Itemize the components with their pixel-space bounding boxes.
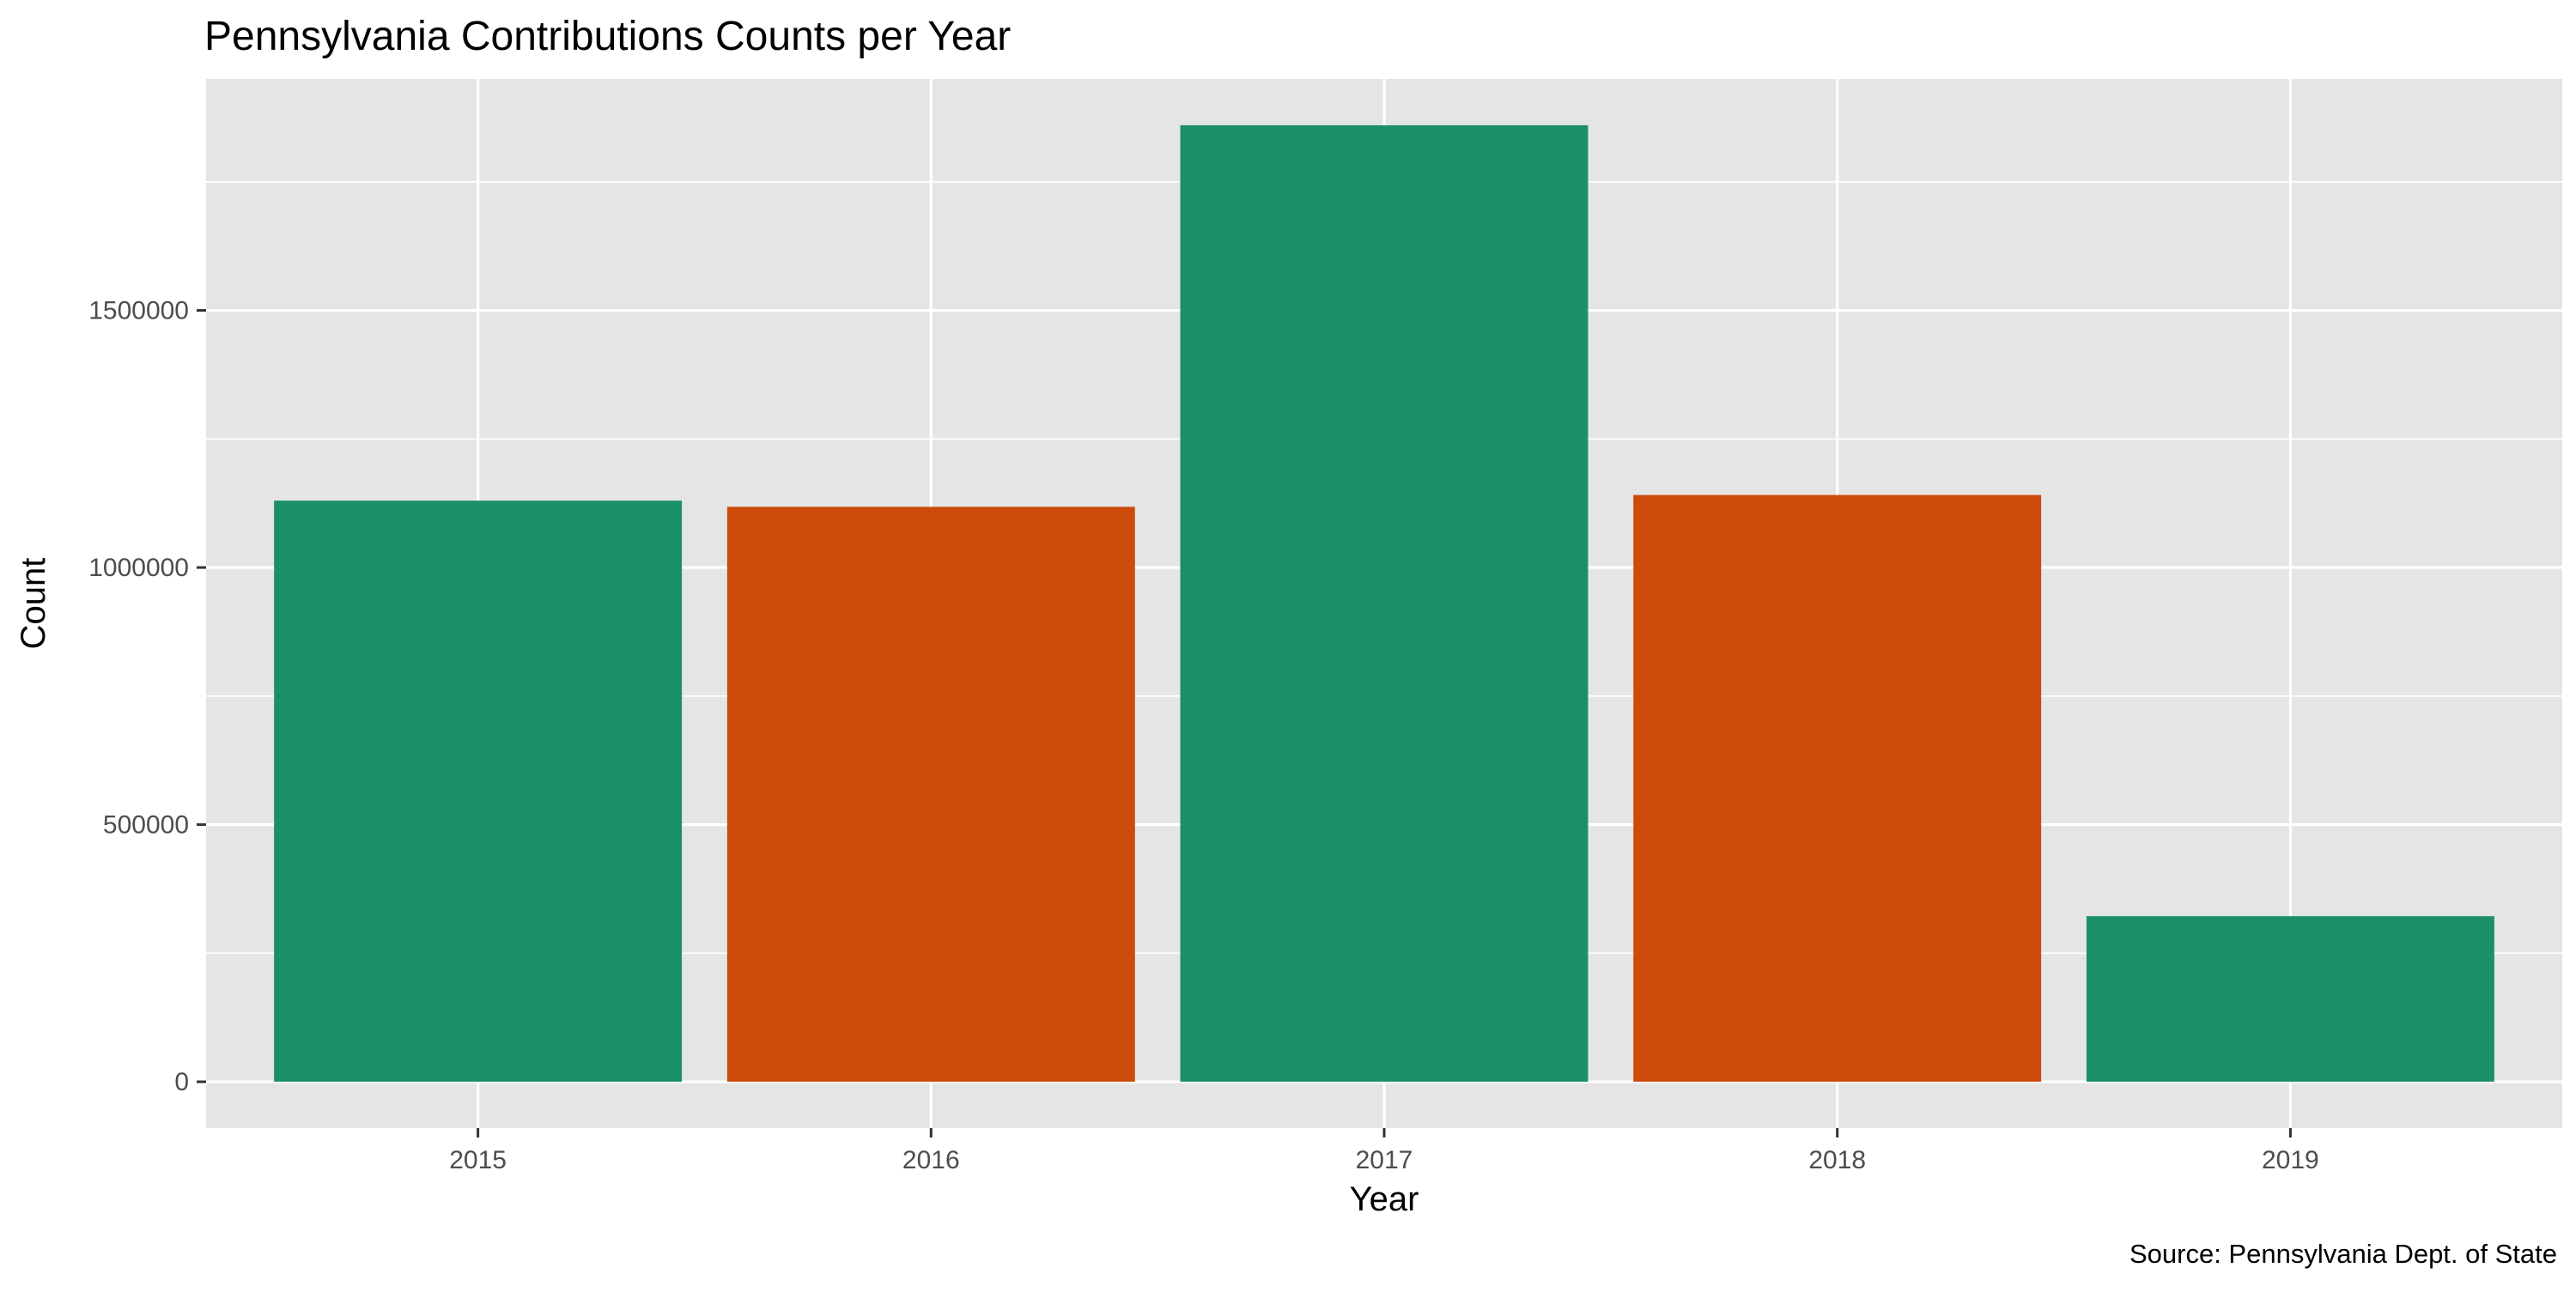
bar-2017 bbox=[1180, 124, 1589, 1083]
y-tick-label: 1000000 bbox=[88, 554, 189, 582]
x-tick-label: 2016 bbox=[902, 1146, 960, 1174]
bars bbox=[274, 124, 2494, 1083]
bar-2015 bbox=[274, 500, 683, 1083]
y-tick-label: 500000 bbox=[103, 811, 189, 840]
bar-2019 bbox=[2086, 916, 2494, 1083]
x-axis: 2015 2016 2017 2018 2019 bbox=[449, 1128, 2319, 1174]
y-axis-title: Count bbox=[15, 558, 52, 650]
x-tick-label: 2019 bbox=[2262, 1146, 2319, 1174]
chart-title: Pennsylvania Contributions Counts per Ye… bbox=[204, 14, 1011, 59]
y-tick-label: 0 bbox=[174, 1068, 189, 1096]
bar-2016 bbox=[726, 506, 1135, 1083]
x-tick-label: 2018 bbox=[1808, 1146, 1866, 1174]
x-tick-label: 2017 bbox=[1356, 1146, 1413, 1174]
x-axis-title: Year bbox=[1350, 1180, 1419, 1218]
x-tick-label: 2015 bbox=[449, 1146, 507, 1174]
y-axis: 0 500000 1000000 1500000 bbox=[88, 297, 206, 1096]
chart-caption: Source: Pennsylvania Dept. of State bbox=[2129, 1239, 2557, 1269]
y-tick-label: 1500000 bbox=[88, 297, 189, 325]
bar-2018 bbox=[1633, 494, 2042, 1083]
